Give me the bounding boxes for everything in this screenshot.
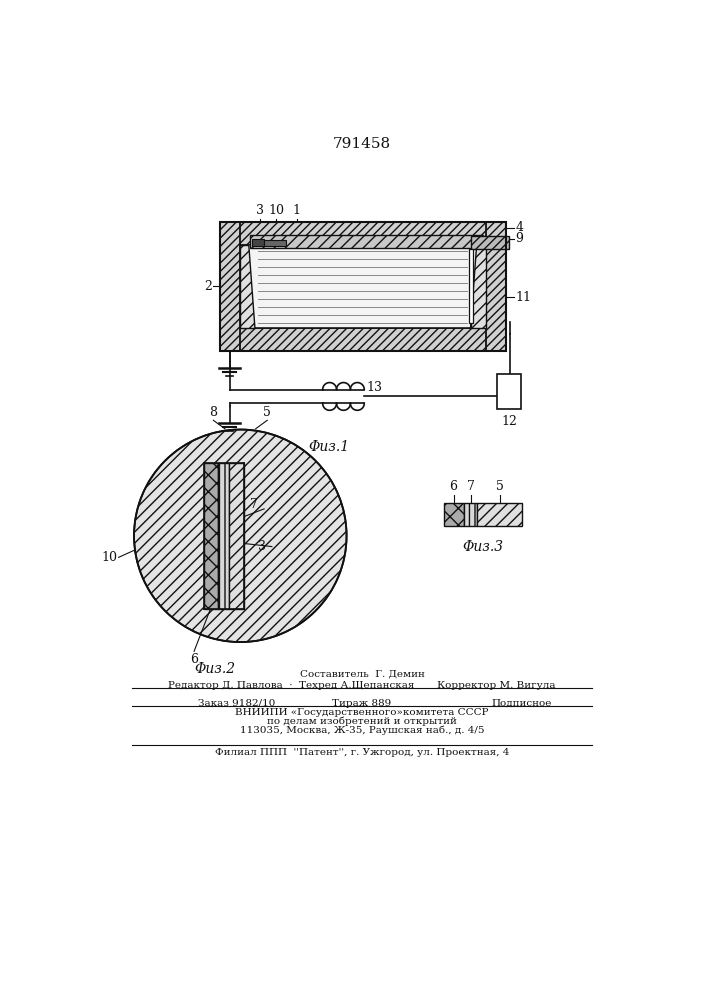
Bar [264, 240, 286, 246]
Text: 13: 13 [366, 381, 382, 394]
Text: 1: 1 [293, 204, 300, 217]
Bar [240, 245, 255, 328]
Text: Подписное: Подписное [491, 699, 551, 708]
Text: 3: 3 [255, 204, 264, 217]
Bar [219, 222, 506, 245]
Bar [219, 222, 506, 351]
Bar [204, 463, 218, 609]
Text: Составитель  Г. Демин: Составитель Г. Демин [300, 669, 424, 678]
Bar [471, 245, 486, 328]
Text: 10: 10 [269, 204, 284, 217]
Bar [498, 374, 520, 409]
Text: 6: 6 [190, 653, 198, 666]
Text: 5: 5 [496, 480, 503, 493]
Text: 6: 6 [450, 480, 457, 493]
Bar [219, 222, 240, 351]
Bar [229, 463, 244, 609]
Text: 7: 7 [467, 480, 474, 493]
Text: 2: 2 [204, 280, 212, 293]
Bar [469, 249, 473, 323]
Text: 5: 5 [263, 406, 271, 419]
Text: 8: 8 [209, 406, 217, 419]
Text: Тираж 889: Тираж 889 [332, 699, 392, 708]
Text: Φиз.3: Φиз.3 [462, 540, 503, 554]
Bar [252, 239, 264, 246]
Bar [443, 503, 464, 526]
Bar [250, 235, 483, 248]
Text: ВНИИПИ «Государственного»комитета СССР: ВНИИПИ «Государственного»комитета СССР [235, 708, 489, 717]
Text: Заказ 9182/10: Заказ 9182/10 [198, 699, 275, 708]
Text: 10: 10 [101, 551, 117, 564]
Bar [477, 503, 522, 526]
Text: Редактор Д. Павлова  ·  Техред А.Щепанская       Корректор М. Вигула: Редактор Д. Павлова · Техред А.Щепанская… [168, 681, 556, 690]
Text: Φиз.2: Φиз.2 [194, 662, 235, 676]
Text: Филиал ППП  ''Патент'', г. Ужгород, ул. Проектная, 4: Филиал ППП ''Патент'', г. Ужгород, ул. П… [215, 748, 509, 757]
Text: 11: 11 [515, 291, 531, 304]
Text: по делам изобретений и открытий: по делам изобретений и открытий [267, 716, 457, 726]
Bar [218, 463, 229, 609]
Text: 7: 7 [250, 498, 258, 512]
Bar [219, 328, 506, 351]
Polygon shape [249, 245, 477, 328]
Text: 12: 12 [501, 415, 517, 428]
Text: 3: 3 [258, 540, 266, 553]
Text: 791458: 791458 [333, 137, 391, 151]
Bar [464, 503, 477, 526]
Polygon shape [134, 430, 346, 642]
Bar [486, 222, 506, 351]
Bar [471, 235, 509, 249]
Text: 4: 4 [515, 221, 523, 234]
Text: 9: 9 [515, 232, 523, 245]
Text: Φиз.1: Φиз.1 [308, 440, 349, 454]
Text: 113035, Москва, Ж-35, Раушская наб., д. 4/5: 113035, Москва, Ж-35, Раушская наб., д. … [240, 726, 484, 735]
